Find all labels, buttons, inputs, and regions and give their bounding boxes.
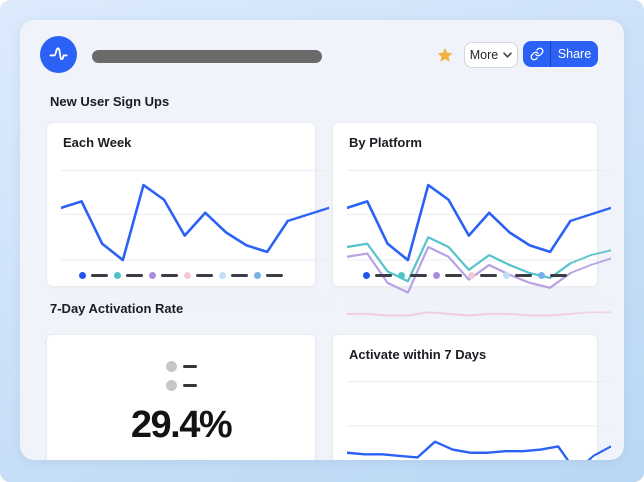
card-activation-metric: 29.4% — [46, 334, 316, 460]
legend-dot-icon — [503, 272, 510, 279]
card-each-week: Each Week — [46, 122, 316, 287]
by-platform-legend[interactable] — [333, 272, 597, 279]
legend-item[interactable] — [433, 272, 462, 279]
legend-item[interactable] — [184, 272, 213, 279]
legend-dot-icon — [165, 380, 177, 391]
card-title-each-week: Each Week — [63, 135, 132, 150]
legend-label-placeholder — [161, 274, 178, 277]
legend-label-placeholder — [91, 274, 108, 277]
legend-item[interactable] — [79, 272, 108, 279]
favorite-star-icon[interactable] — [434, 45, 456, 65]
legend-dot-icon — [468, 272, 475, 279]
legend-label-placeholder — [182, 384, 197, 387]
legend-label-placeholder — [375, 274, 392, 277]
legend-item[interactable] — [165, 361, 197, 372]
card-by-platform: By Platform — [332, 122, 598, 287]
legend-item[interactable] — [165, 380, 197, 391]
legend-dot-icon — [114, 272, 121, 279]
each-week-legend[interactable] — [47, 272, 315, 279]
section-title-activation: 7-Day Activation Rate — [50, 301, 184, 316]
activation-metric-legend[interactable] — [165, 361, 197, 391]
legend-label-placeholder — [126, 274, 143, 277]
dashboard-panel: More Share New User Sign Ups Each Week B… — [20, 20, 624, 460]
card-title-activate: Activate within 7 Days — [349, 347, 487, 362]
card-activate-within-7-days: Activate within 7 Days — [332, 334, 598, 460]
legend-item[interactable] — [149, 272, 178, 279]
legend-item[interactable] — [219, 272, 248, 279]
each-week-line-chart[interactable] — [61, 159, 329, 322]
legend-label-placeholder — [515, 274, 532, 277]
legend-item[interactable] — [114, 272, 143, 279]
legend-dot-icon — [538, 272, 545, 279]
legend-item[interactable] — [503, 272, 532, 279]
legend-item[interactable] — [254, 272, 283, 279]
legend-item[interactable] — [538, 272, 567, 279]
by-platform-line-chart[interactable] — [347, 159, 611, 322]
legend-label-placeholder — [445, 274, 462, 277]
legend-dot-icon — [79, 272, 86, 279]
legend-label-placeholder — [182, 365, 197, 368]
legend-label-placeholder — [410, 274, 427, 277]
share-button-label[interactable]: Share — [550, 41, 598, 67]
legend-label-placeholder — [480, 274, 497, 277]
activation-metric-content: 29.4% — [47, 335, 315, 460]
activate-within-7-days-line-chart[interactable] — [347, 369, 611, 460]
legend-dot-icon — [398, 272, 405, 279]
legend-dot-icon — [149, 272, 156, 279]
notebook-title-placeholder — [92, 50, 322, 63]
link-icon[interactable] — [523, 41, 550, 67]
legend-label-placeholder — [550, 274, 567, 277]
legend-dot-icon — [363, 272, 370, 279]
chevron-down-icon — [503, 52, 512, 58]
legend-label-placeholder — [266, 274, 283, 277]
legend-dot-icon — [165, 361, 177, 372]
more-button-label: More — [469, 48, 499, 62]
share-button[interactable]: Share — [523, 41, 598, 67]
legend-dot-icon — [184, 272, 191, 279]
card-title-by-platform: By Platform — [349, 135, 422, 150]
section-title-signups: New User Sign Ups — [50, 94, 170, 109]
legend-dot-icon — [219, 272, 226, 279]
activation-rate-value: 29.4% — [130, 404, 233, 446]
legend-label-placeholder — [196, 274, 213, 277]
amplitude-logo-icon[interactable] — [40, 36, 77, 73]
legend-dot-icon — [254, 272, 261, 279]
legend-item[interactable] — [363, 272, 392, 279]
legend-item[interactable] — [398, 272, 427, 279]
legend-dot-icon — [433, 272, 440, 279]
more-button[interactable]: More — [464, 42, 518, 68]
legend-item[interactable] — [468, 272, 497, 279]
legend-label-placeholder — [231, 274, 248, 277]
